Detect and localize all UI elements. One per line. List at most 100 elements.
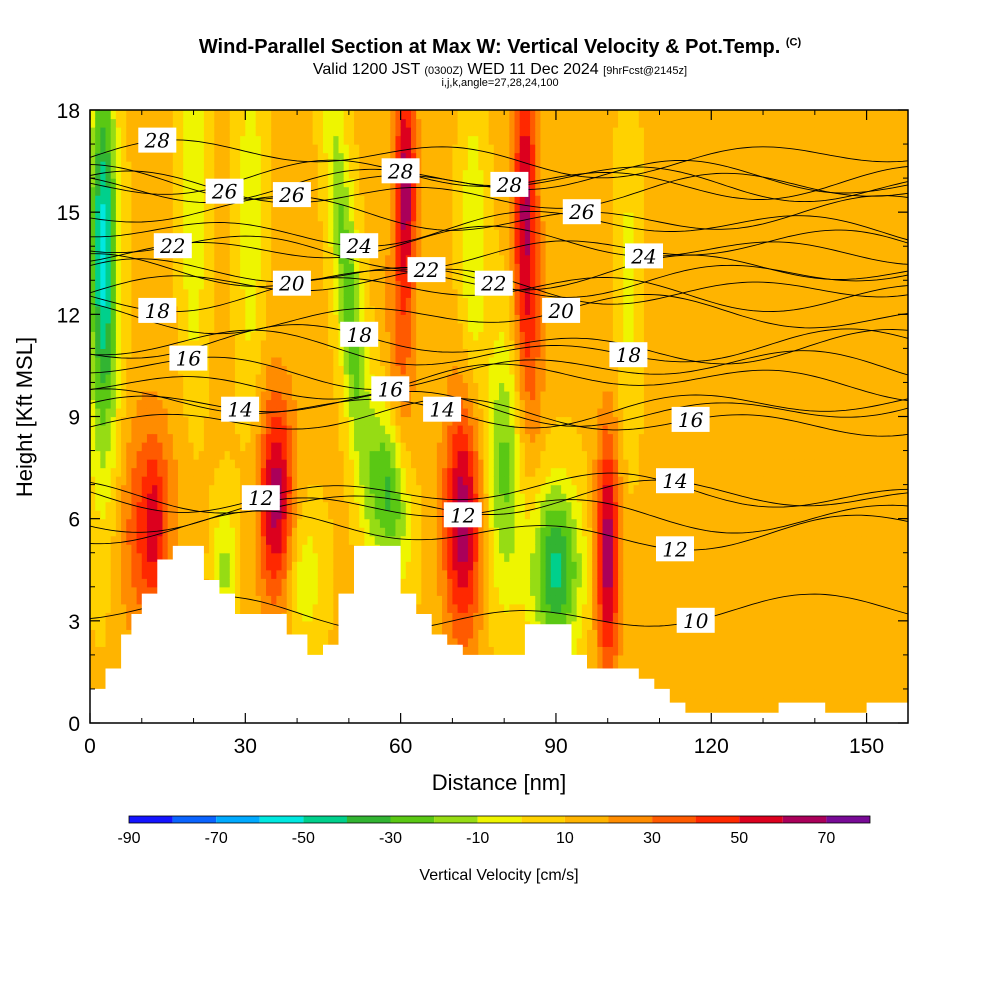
w-cell	[183, 459, 189, 469]
w-cell	[203, 442, 210, 452]
w-cell	[395, 442, 402, 452]
w-cell	[95, 680, 101, 690]
w-cell	[385, 203, 391, 213]
w-cell	[447, 578, 454, 588]
w-cell	[126, 305, 133, 315]
w-cell	[416, 186, 422, 196]
w-cell	[209, 476, 215, 486]
w-cell	[359, 510, 365, 520]
w-cell	[354, 416, 360, 426]
w-cell	[317, 620, 324, 630]
w-cell	[322, 620, 329, 630]
w-cell	[312, 339, 319, 349]
w-cell	[234, 450, 241, 460]
w-cell	[209, 544, 215, 554]
w-cell	[131, 297, 138, 307]
w-cell	[343, 305, 350, 315]
w-cell	[369, 169, 376, 179]
w-cell	[317, 603, 324, 613]
w-cell	[126, 144, 133, 154]
w-cell	[209, 322, 215, 332]
w-cell	[178, 399, 184, 409]
w-cell	[224, 356, 231, 367]
w-cell	[157, 152, 164, 162]
w-cell	[224, 484, 231, 494]
w-cell	[338, 373, 345, 384]
w-cell	[245, 535, 252, 545]
w-cell	[338, 467, 345, 477]
w-cell	[369, 365, 376, 375]
w-cell	[312, 425, 319, 435]
w-cell	[385, 229, 391, 239]
w-cell	[255, 144, 262, 154]
w-cell	[110, 552, 117, 562]
w-cell	[431, 220, 438, 230]
w-cell	[214, 288, 221, 298]
w-cell	[121, 152, 127, 162]
w-cell	[271, 237, 277, 247]
w-cell	[95, 280, 101, 290]
w-cell	[183, 314, 189, 324]
w-cell	[95, 586, 101, 596]
w-cell	[410, 407, 417, 418]
w-cell	[188, 501, 195, 511]
w-cell	[136, 382, 143, 392]
w-cell	[333, 501, 340, 511]
w-cell	[338, 186, 345, 196]
w-cell	[193, 220, 200, 230]
w-cell	[172, 467, 179, 477]
w-cell	[291, 416, 298, 426]
w-cell	[338, 535, 345, 545]
w-cell	[348, 493, 355, 503]
w-cell	[374, 535, 381, 545]
w-cell	[307, 425, 314, 435]
w-cell	[354, 314, 360, 324]
w-cell	[193, 263, 200, 273]
w-cell	[214, 246, 221, 256]
w-cell	[307, 348, 314, 358]
w-cell	[90, 527, 96, 537]
w-cell	[167, 288, 174, 298]
w-cell	[416, 297, 422, 307]
w-cell	[157, 356, 164, 367]
w-cell	[431, 127, 438, 137]
w-cell	[297, 254, 303, 264]
w-cell	[291, 229, 298, 239]
w-cell	[136, 356, 143, 367]
w-cell	[234, 339, 241, 349]
w-cell	[126, 467, 133, 477]
w-cell	[152, 450, 158, 460]
w-cell	[338, 203, 345, 213]
w-cell	[359, 484, 365, 494]
w-cell	[302, 144, 309, 154]
w-cell	[172, 450, 179, 460]
w-cell	[343, 442, 350, 452]
w-cell	[400, 399, 407, 409]
w-cell	[229, 322, 236, 332]
w-cell	[410, 152, 417, 162]
w-cell	[219, 229, 226, 239]
w-cell	[348, 535, 355, 545]
w-cell	[126, 237, 133, 247]
w-cell	[291, 603, 298, 613]
w-cell	[322, 135, 329, 145]
w-cell	[162, 433, 169, 443]
w-cell	[281, 339, 288, 349]
w-cell	[374, 442, 381, 452]
w-cell	[245, 467, 252, 477]
w-cell	[126, 365, 133, 375]
w-cell	[322, 118, 329, 128]
w-cell	[146, 178, 153, 188]
w-cell	[369, 186, 376, 196]
w-cell	[426, 518, 433, 528]
w-cell	[385, 254, 391, 264]
w-cell	[286, 552, 293, 562]
w-cell	[359, 118, 365, 128]
w-cell	[219, 246, 226, 256]
w-cell	[234, 297, 241, 307]
w-cell	[390, 271, 397, 281]
w-cell	[317, 646, 324, 656]
w-cell	[209, 416, 215, 426]
w-cell	[322, 569, 329, 579]
w-cell	[317, 161, 324, 171]
